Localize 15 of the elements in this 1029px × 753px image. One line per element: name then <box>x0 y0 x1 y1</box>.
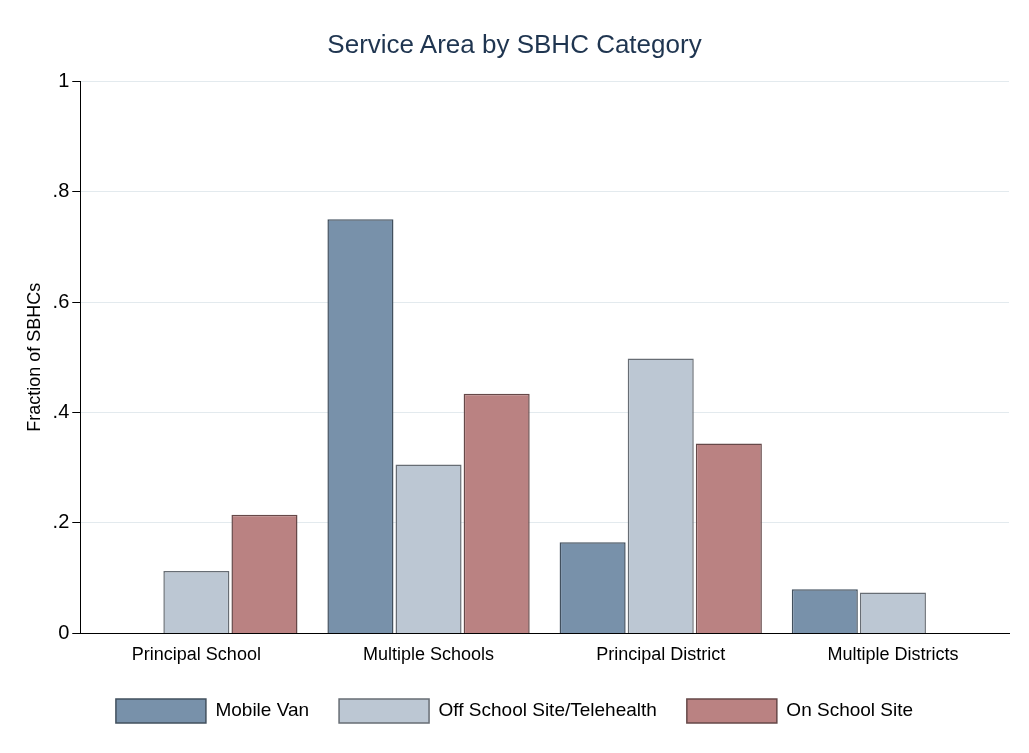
y-tick-label: .8 <box>52 179 70 202</box>
x-tick-label: Principal District <box>596 644 726 665</box>
x-tick-label: Multiple Schools <box>363 644 495 665</box>
y-tick-label: 1 <box>58 68 70 91</box>
y-tick-label: .6 <box>52 289 70 312</box>
legend-label: On School Site <box>786 699 914 721</box>
legend-label: Mobile Van <box>215 699 310 721</box>
x-tick-label: Principal School <box>131 644 261 665</box>
chart-title: Service Area by SBHC Category <box>327 28 702 59</box>
y-axis-title: Fraction of SBHCs <box>23 282 44 432</box>
y-tick-label: 0 <box>58 620 70 643</box>
legend-label: Off School Site/Telehealth <box>438 699 657 721</box>
x-tick-label: Multiple Districts <box>827 644 959 665</box>
y-tick-label: .4 <box>52 400 70 423</box>
y-tick-label: .2 <box>52 510 70 533</box>
